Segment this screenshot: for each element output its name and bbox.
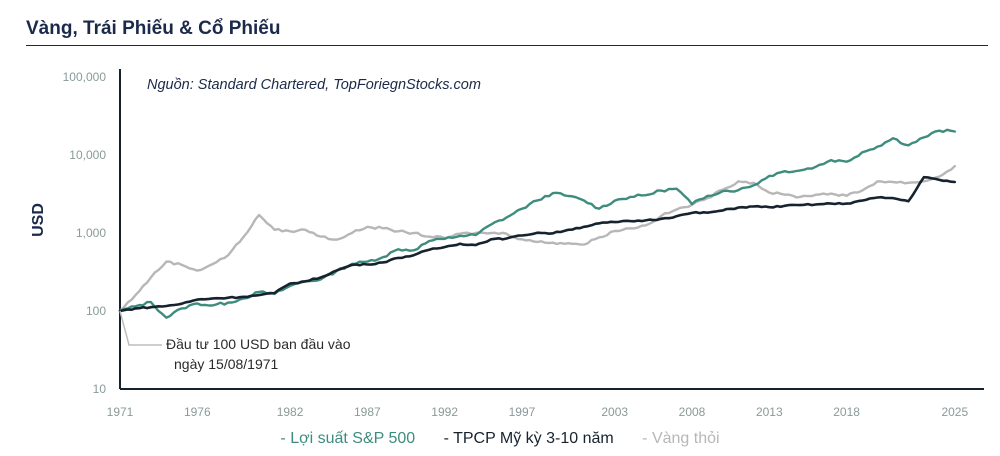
legend-item-gold: - Vàng thỏi <box>642 430 720 447</box>
x-tick-label: 1982 <box>277 405 304 419</box>
y-tick-label: 100 <box>86 304 106 318</box>
x-tick-label: 1992 <box>431 405 458 419</box>
x-tick-label: 2018 <box>833 405 860 419</box>
x-tick-label: 2003 <box>601 405 628 419</box>
x-tick-label: 1997 <box>509 405 536 419</box>
annotation-leader-line <box>119 310 162 346</box>
title-divider <box>26 45 988 46</box>
legend-item-treasury: - TPCP Mỹ kỳ 3-10 năm <box>443 430 614 447</box>
x-tick-label: 1971 <box>107 405 134 419</box>
x-tick-label: 1976 <box>184 405 211 419</box>
axes <box>119 69 984 390</box>
x-tick-labels: 1971 1976 1982 1987 1992 1997 2003 2008 2013 2018… <box>107 405 969 419</box>
series-line-treasury <box>118 175 957 313</box>
y-tick-labels: 10 100 1,000 10,000 100,000 <box>63 70 107 396</box>
y-tick-label: 10,000 <box>69 148 106 162</box>
series-lines <box>118 128 957 319</box>
x-tick-label: 2013 <box>756 405 783 419</box>
y-axis-label: USD <box>30 203 47 237</box>
x-tick-label: 2008 <box>679 405 706 419</box>
chart-title: Vàng, Trái Phiếu & Cổ Phiếu <box>26 18 281 39</box>
annotation-line-1: Đầu tư 100 USD ban đầu vào <box>166 336 351 352</box>
x-tick-label: 2025 <box>941 405 968 419</box>
legend: - Lợi suất S&P 500 - TPCP Mỹ kỳ 3-10 năm… <box>0 430 1000 448</box>
start-annotation: Đầu tư 100 USD ban đầu vào ngày 15/08/19… <box>119 310 351 372</box>
annotation-line-2: ngày 15/08/1971 <box>174 356 279 372</box>
legend-item-sp500: - Lợi suất S&P 500 <box>280 430 416 447</box>
y-tick-label: 100,000 <box>63 70 107 84</box>
series-line-sp500 <box>118 128 956 319</box>
y-tick-label: 1,000 <box>76 226 106 240</box>
x-tick-label: 1987 <box>354 405 381 419</box>
series-line-gold <box>118 164 956 313</box>
source-note: Nguồn: Standard Chartered, TopForiegnSto… <box>147 77 481 93</box>
y-tick-label: 10 <box>93 382 107 396</box>
